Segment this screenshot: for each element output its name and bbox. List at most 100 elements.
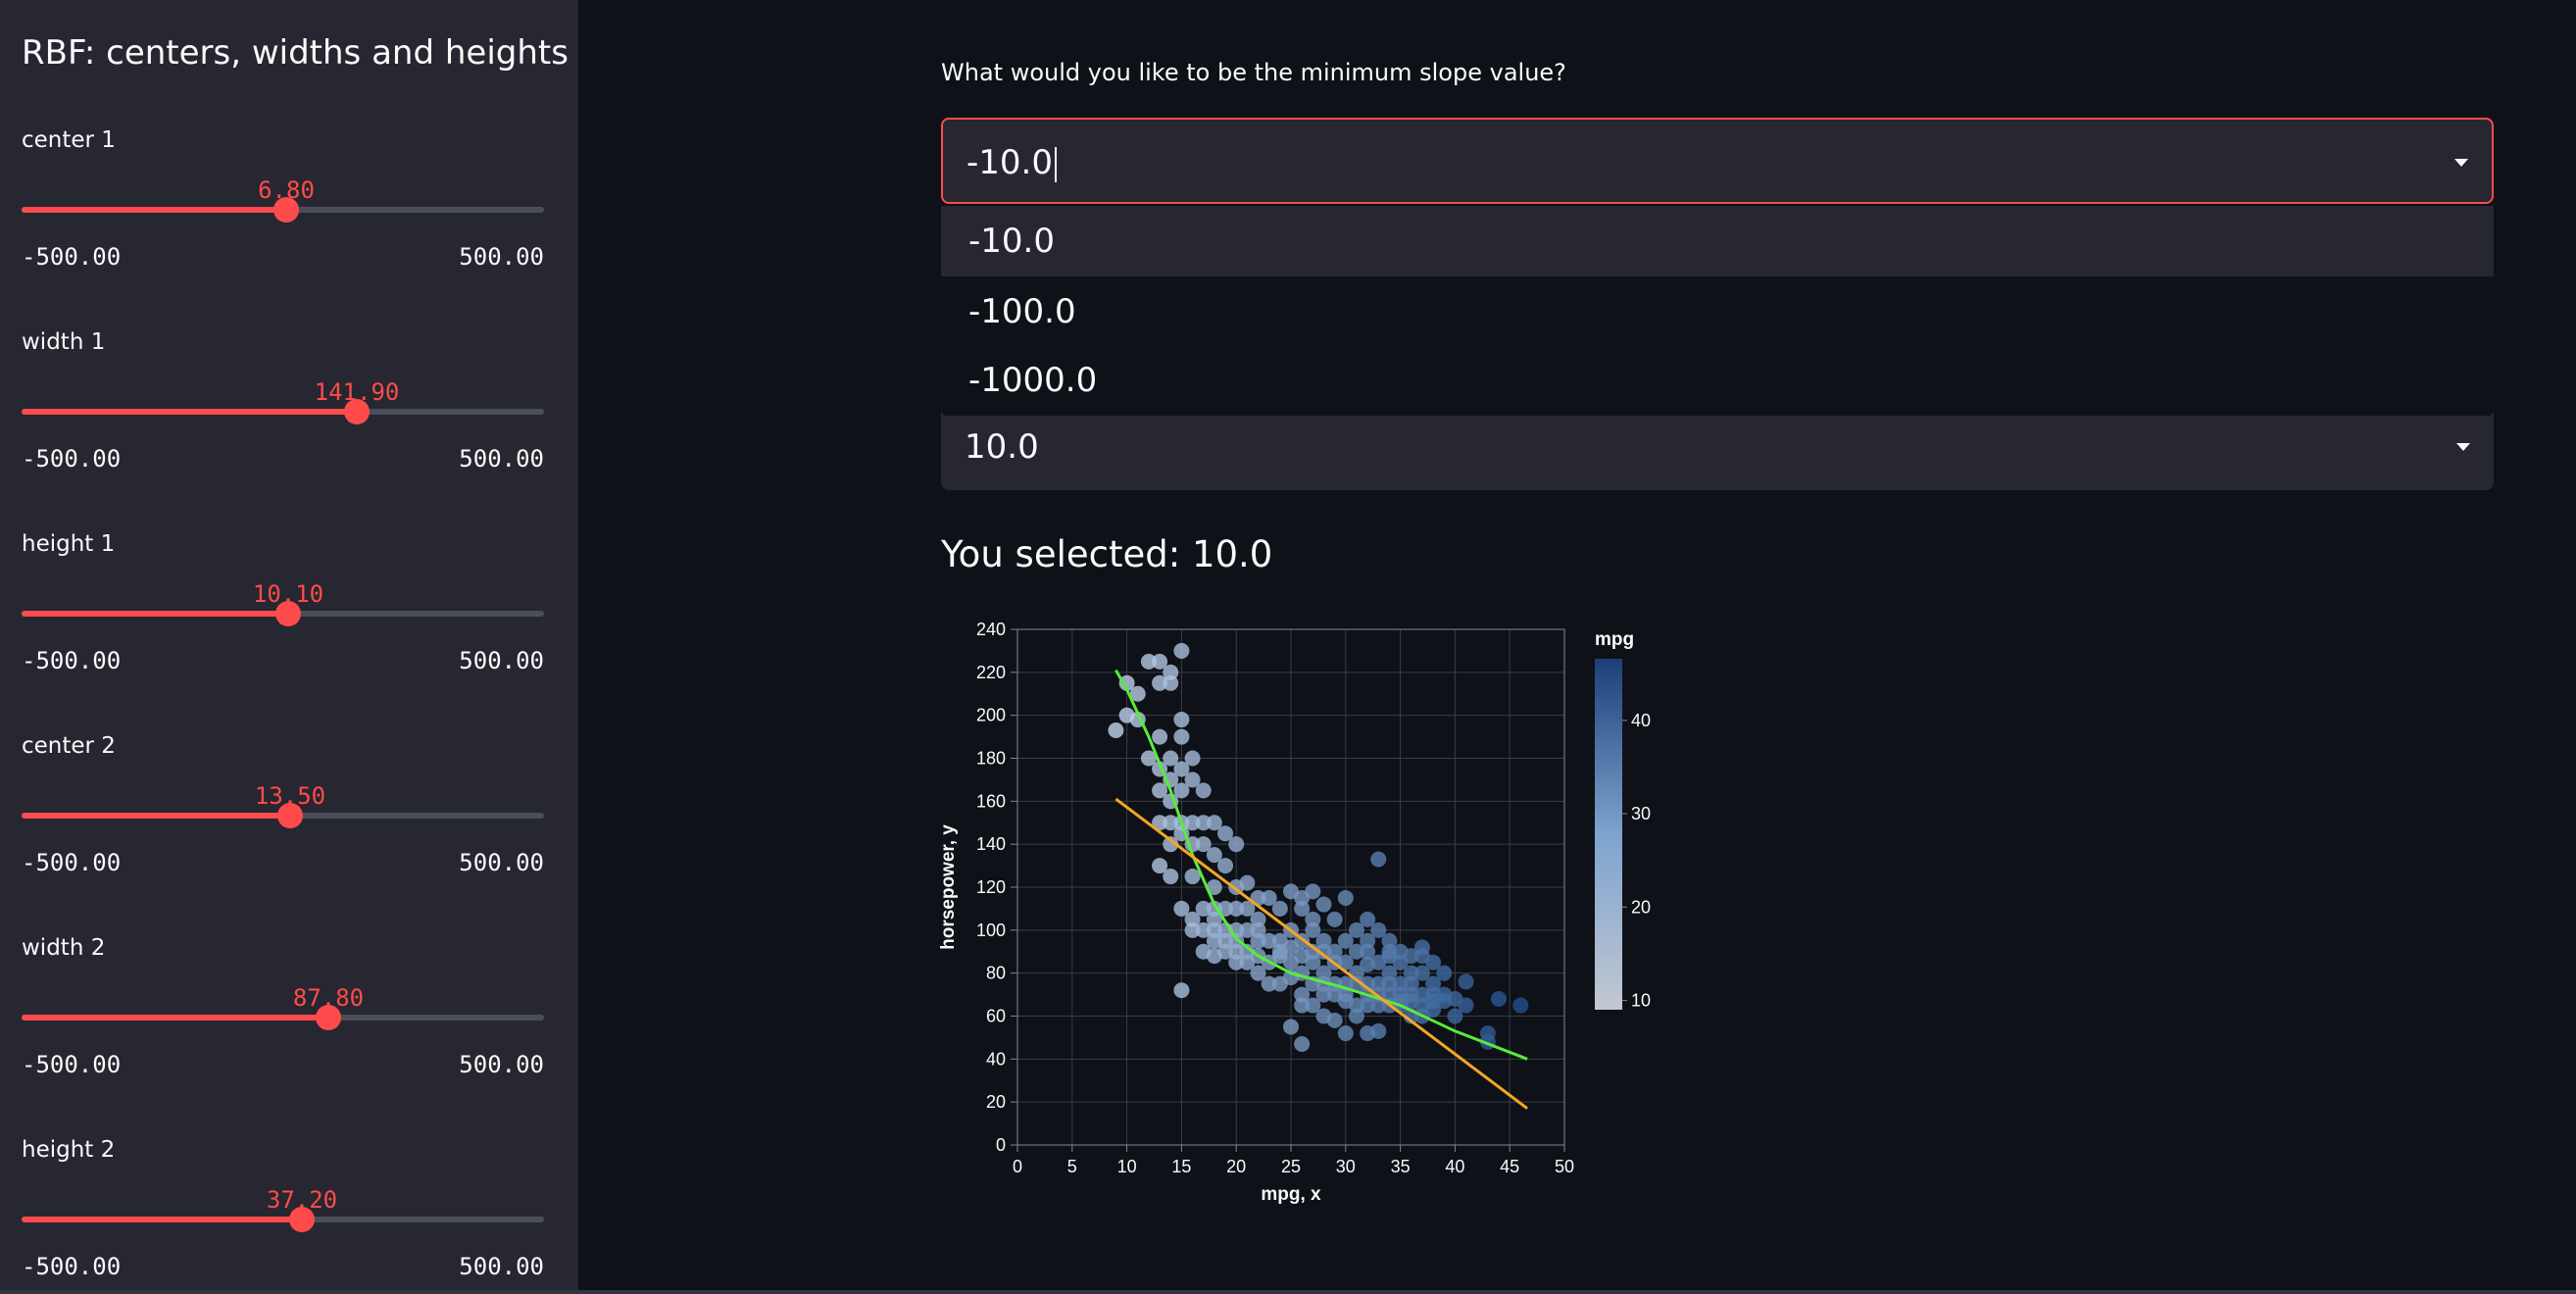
data-point — [1305, 911, 1321, 927]
data-point — [1206, 847, 1222, 864]
slider-thumb[interactable] — [275, 601, 301, 626]
data-point — [1228, 836, 1245, 853]
data-point — [1173, 982, 1190, 999]
data-point — [1348, 943, 1364, 960]
max-slope-select-value[interactable]: 10.0 — [965, 427, 1039, 467]
data-point — [1305, 883, 1321, 900]
colorbar-tick-label: 40 — [1631, 711, 1651, 730]
data-point — [1283, 1019, 1299, 1035]
slider-fill — [22, 1015, 328, 1020]
data-point — [1228, 943, 1245, 960]
data-point — [1184, 869, 1201, 885]
data-point — [1315, 965, 1332, 981]
data-point — [1217, 858, 1234, 874]
slider-fill — [22, 1217, 302, 1222]
dropdown-option[interactable]: -10.0 — [941, 206, 2494, 276]
colorbar-tick-label: 20 — [1631, 897, 1651, 917]
chevron-down-icon[interactable] — [2454, 159, 2468, 167]
slider-track[interactable] — [22, 1015, 544, 1020]
slider-label: center 1 — [22, 127, 116, 153]
data-point — [1152, 653, 1168, 670]
x-tick-label: 40 — [1445, 1157, 1464, 1176]
min-slope-select-value[interactable]: -10.0 — [966, 143, 1057, 182]
data-point — [1173, 712, 1190, 728]
data-point — [1163, 664, 1179, 680]
data-point — [1315, 943, 1332, 960]
slider[interactable]: width 1 141.90 -500.00 500.00 — [22, 329, 544, 516]
slider[interactable]: height 2 37.20 -500.00 500.00 — [22, 1137, 544, 1294]
y-axis-label: horsepower, y — [938, 824, 959, 950]
data-point — [1239, 874, 1256, 891]
data-point — [1436, 965, 1453, 981]
data-point — [1326, 943, 1343, 960]
y-tick-label: 20 — [986, 1092, 1006, 1112]
data-point — [1163, 674, 1179, 691]
data-point — [1250, 965, 1266, 981]
data-point — [1294, 986, 1311, 1003]
data-point — [1294, 997, 1311, 1014]
colorbar-tick-label: 10 — [1631, 990, 1651, 1010]
data-point — [1206, 932, 1222, 949]
data-point — [1217, 900, 1234, 917]
plot-frame — [1016, 628, 1565, 1146]
data-point — [1326, 1012, 1343, 1028]
data-point — [1173, 782, 1190, 799]
slider[interactable]: width 2 87.80 -500.00 500.00 — [22, 935, 544, 1121]
data-point — [1195, 815, 1212, 831]
slider-fill — [22, 611, 288, 617]
slider-thumb[interactable] — [273, 197, 299, 223]
slider-max-label: 500.00 — [459, 243, 544, 271]
y-tick-label: 200 — [976, 706, 1006, 725]
y-tick-label: 160 — [976, 791, 1006, 811]
data-point — [1163, 869, 1179, 885]
slider-thumb[interactable] — [289, 1207, 315, 1232]
min-slope-dropdown-list: -10.0 -100.0 -1000.0 — [941, 206, 2494, 416]
sidebar: RBF: centers, widths and heights center … — [0, 0, 578, 1294]
data-point — [1152, 858, 1168, 874]
slider-label: height 2 — [22, 1137, 116, 1163]
chevron-down-icon[interactable] — [2456, 443, 2470, 451]
slider-track[interactable] — [22, 409, 544, 415]
slider[interactable]: center 1 6.80 -500.00 500.00 — [22, 127, 544, 314]
slider-thumb[interactable] — [344, 399, 370, 424]
data-point — [1173, 900, 1190, 917]
data-point — [1206, 911, 1222, 927]
data-point — [1294, 1035, 1311, 1052]
data-point — [1413, 965, 1430, 981]
slider[interactable]: height 1 10.10 -500.00 500.00 — [22, 531, 544, 718]
data-point — [1491, 990, 1508, 1007]
data-point — [1108, 722, 1124, 739]
slider-thumb[interactable] — [316, 1005, 341, 1030]
min-slope-select[interactable]: -10.0 — [941, 118, 2494, 204]
slider-track[interactable] — [22, 1217, 544, 1222]
data-point — [1271, 900, 1288, 917]
data-point — [1337, 932, 1354, 949]
max-slope-select[interactable]: 10.0 — [941, 404, 2494, 490]
data-point — [1348, 997, 1364, 1014]
slider-label: width 1 — [22, 329, 106, 355]
data-point — [1360, 932, 1376, 949]
data-point — [1337, 889, 1354, 906]
data-point — [1458, 973, 1474, 990]
data-point — [1217, 932, 1234, 949]
data-point — [1392, 975, 1409, 992]
data-point — [1381, 965, 1398, 981]
data-point — [1173, 642, 1190, 659]
dropdown-option[interactable]: -100.0 — [968, 292, 1076, 331]
data-point — [1173, 728, 1190, 745]
slider-max-label: 500.00 — [459, 849, 544, 876]
dropdown-option[interactable]: -1000.0 — [968, 361, 1098, 400]
data-point — [1152, 815, 1168, 831]
fit-lines — [1115, 669, 1529, 1110]
data-point — [1370, 975, 1387, 992]
slider[interactable]: center 2 13.50 -500.00 500.00 — [22, 733, 544, 920]
x-tick-label: 10 — [1117, 1157, 1137, 1176]
y-tick-label: 100 — [976, 921, 1006, 940]
x-tick-label: 25 — [1281, 1157, 1301, 1176]
data-point — [1206, 815, 1222, 831]
data-point — [1184, 815, 1201, 831]
y-tick-label: 220 — [976, 663, 1006, 682]
slider-thumb[interactable] — [277, 803, 303, 828]
data-point — [1348, 975, 1364, 992]
data-points — [1108, 642, 1529, 1052]
